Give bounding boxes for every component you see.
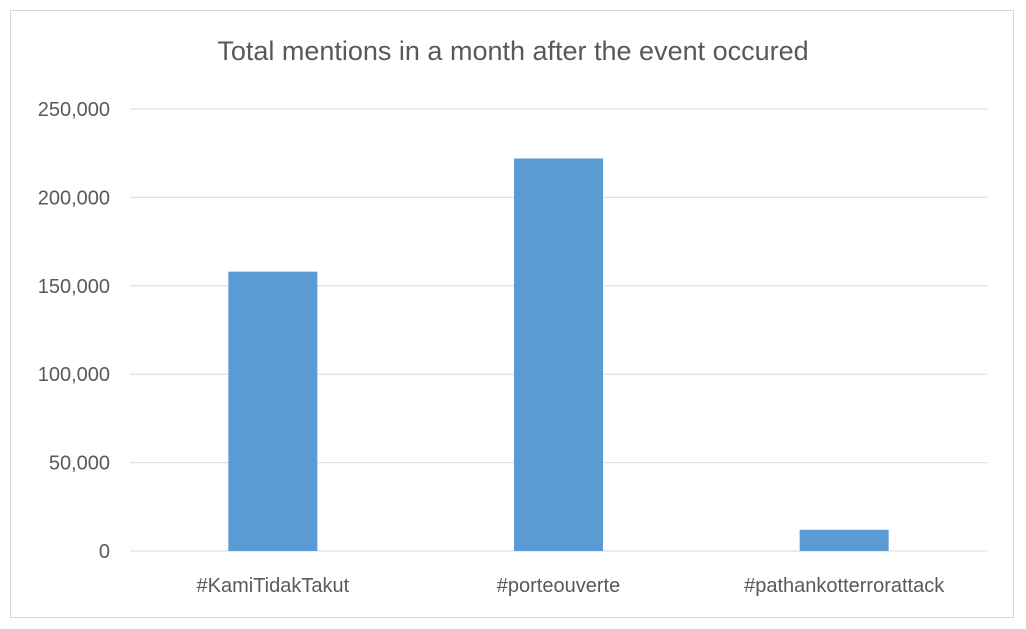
chart-title: Total mentions in a month after the even… [217,36,809,66]
y-tick-label: 100,000 [38,364,110,386]
y-tick-label: 200,000 [38,187,110,209]
y-tick-label: 50,000 [49,453,110,475]
x-category-label: #KamiTidakTakut [197,575,350,597]
bar [799,529,889,551]
x-category-label: #pathankotterrorattack [744,575,945,597]
x-category-label: #porteouverte [497,575,620,597]
chart-frame [10,10,1014,618]
y-tick-label: 150,000 [38,276,110,298]
bar [514,158,603,551]
y-axis-ticks: 0 50,000 100,000 150,000 200,000 250,000 [38,99,110,563]
y-tick-label: 0 [99,541,110,563]
bars [228,158,889,551]
x-axis-labels: #KamiTidakTakut #porteouverte #pathankotte… [197,575,946,597]
bar [228,271,318,551]
y-tick-label: 250,000 [38,99,110,121]
